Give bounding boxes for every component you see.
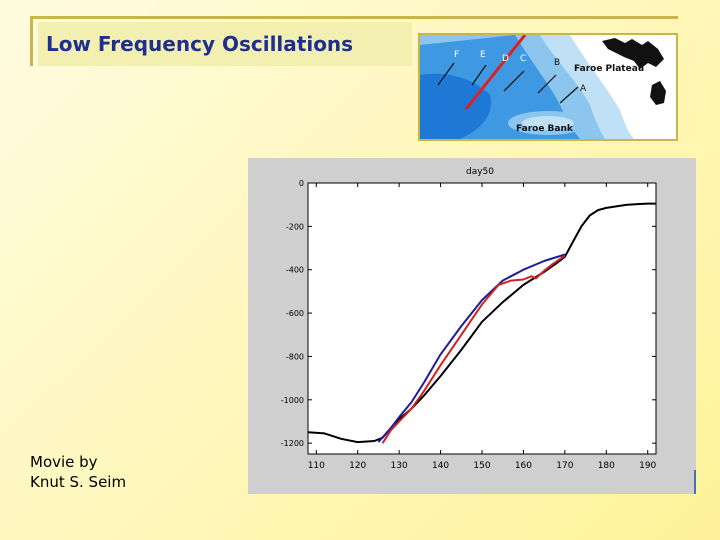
x-tick-label: 120	[349, 461, 366, 471]
series-line-3	[381, 254, 566, 444]
map-label-d: D	[502, 54, 509, 64]
x-tick-label: 110	[308, 461, 325, 471]
map-section-f	[437, 62, 455, 86]
y-tick-label: -400	[286, 266, 304, 275]
map-section-c	[503, 70, 525, 92]
map-section-b	[537, 74, 557, 94]
chart-svg: day50 110 120 130 140 150 160 170 180 190 0 -200 -…	[281, 167, 657, 471]
y-tick-label: -200	[286, 222, 304, 231]
section-map: F E D C B A Faroe Plateau Faroe Bank	[418, 33, 678, 141]
slide-title: Low Frequency Oscillations	[46, 32, 354, 56]
map-label-f: F	[454, 50, 459, 60]
x-tick-label: 180	[598, 461, 615, 471]
y-tick-label: -1200	[281, 439, 304, 448]
y-axis: 0 -200 -400 -600 -800 -1000 -1200	[281, 179, 656, 448]
x-tick-label: 160	[515, 461, 532, 471]
map-red-section-line	[464, 35, 527, 110]
map-deepest-water	[420, 73, 491, 139]
map-suduroy-island	[650, 81, 666, 105]
map-label-a: A	[580, 84, 587, 94]
map-faroe-bank-top	[522, 116, 574, 130]
left-rule	[30, 16, 33, 66]
series-line-2	[377, 253, 566, 443]
map-label-e: E	[480, 50, 486, 60]
chart-title: day50	[466, 167, 494, 177]
top-rule	[30, 16, 678, 19]
x-tick-label: 150	[473, 461, 490, 471]
credit-line-2: Knut S. Seim	[30, 473, 127, 491]
y-tick-label: 0	[299, 179, 304, 188]
y-tick-label: -1000	[281, 396, 304, 405]
x-tick-label: 130	[391, 461, 408, 471]
plot-area	[307, 182, 657, 455]
y-tick-label: -800	[286, 352, 304, 361]
x-tick-label: 170	[556, 461, 573, 471]
map-label-b: B	[554, 58, 560, 68]
chart-figure: day50 110 120 130 140 150 160 170 180 190 0 -200 -…	[248, 158, 696, 494]
series-line-1	[307, 202, 656, 444]
credit: Movie by Knut S. Seim	[30, 452, 126, 492]
x-axis: 110 120 130 140 150 160 170 180 190	[308, 183, 657, 471]
map-faroe-islands	[602, 38, 664, 69]
figure-edge-accent	[694, 470, 696, 494]
map-section-e	[471, 64, 487, 86]
y-tick-label: -600	[286, 309, 304, 318]
map-label-c: C	[520, 54, 526, 64]
credit-line-1: Movie by	[30, 453, 98, 471]
map-label-faroe-bank: Faroe Bank	[516, 124, 574, 134]
map-section-a	[559, 86, 579, 104]
map-label-faroe-plateau: Faroe Plateau	[574, 64, 644, 74]
x-tick-label: 190	[639, 461, 656, 471]
title-box: Low Frequency Oscillations	[38, 22, 412, 66]
series-group	[307, 202, 656, 444]
section-map-svg: F E D C B A Faroe Plateau Faroe Bank	[420, 35, 676, 139]
x-tick-label: 140	[432, 461, 449, 471]
